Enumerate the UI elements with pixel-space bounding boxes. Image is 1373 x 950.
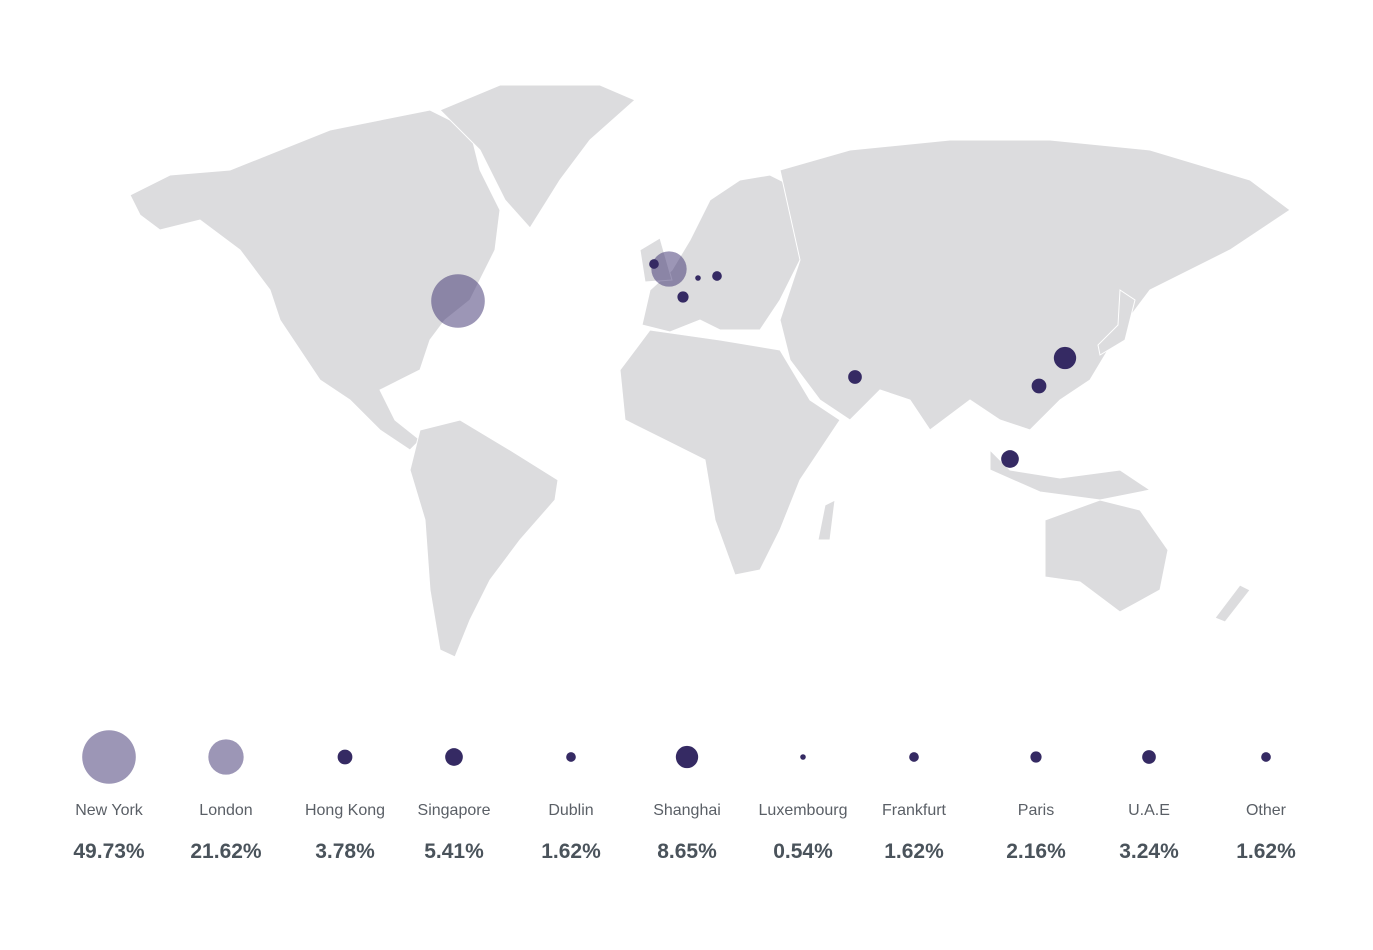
map-bubble-paris xyxy=(677,291,689,303)
legend-label-paris: Paris xyxy=(1017,802,1055,819)
map-bubble-frankfurt xyxy=(712,271,722,281)
legend-label-u-a-e: U.A.E xyxy=(1128,802,1170,819)
map-bubble-dublin xyxy=(649,259,659,269)
legend-bubble-hong-kong xyxy=(337,749,353,765)
legend-value-singapore: 5.41% xyxy=(424,840,484,863)
legend-value-frankfurt: 1.62% xyxy=(884,840,944,863)
legend-bubble-luxembourg xyxy=(800,754,806,760)
legend-bubble-singapore xyxy=(445,748,463,766)
legend-label-dublin: Dublin xyxy=(548,802,594,819)
new-zealand xyxy=(1214,584,1251,623)
legend-value-luxembourg: 0.54% xyxy=(773,840,833,863)
legend-bubble-other xyxy=(1261,752,1271,762)
legend-label-hong-kong: Hong Kong xyxy=(304,802,386,819)
australia xyxy=(1044,499,1169,613)
map-bubble-shanghai xyxy=(1053,346,1077,370)
legend-value-other: 1.62% xyxy=(1236,840,1296,863)
legend-label-singapore: Singapore xyxy=(417,802,491,819)
africa xyxy=(619,329,841,576)
legend-label-other: Other xyxy=(1245,802,1286,819)
south-america xyxy=(409,419,559,658)
legend-value-dublin: 1.62% xyxy=(541,840,601,863)
legend-value-u-a-e: 3.24% xyxy=(1119,840,1179,863)
legend-bubble-shanghai xyxy=(675,745,699,769)
legend-label-shanghai: Shanghai xyxy=(653,802,721,819)
legend-bubble-paris xyxy=(1030,751,1042,763)
greenland xyxy=(439,84,636,229)
map-bubble-new-york xyxy=(431,274,485,328)
north-america xyxy=(129,109,501,451)
legend-label-london: London xyxy=(199,802,253,819)
asia xyxy=(779,139,1291,431)
legend-value-shanghai: 8.65% xyxy=(657,840,717,863)
japan xyxy=(1097,289,1136,356)
legend-value-hong-kong: 3.78% xyxy=(315,840,375,863)
madagascar xyxy=(817,499,836,541)
legend-label-frankfurt: Frankfurt xyxy=(881,802,946,819)
map-bubble-luxembourg xyxy=(695,275,701,281)
indonesia xyxy=(989,448,1152,501)
map-bubble-singapore xyxy=(1001,450,1019,468)
map-bubble-hong-kong xyxy=(1031,378,1047,394)
legend-bubble-frankfurt xyxy=(909,752,919,762)
legend-bubble-dublin xyxy=(566,752,576,762)
legend-bubble-london xyxy=(208,739,244,775)
legend-label-luxembourg: Luxembourg xyxy=(758,802,848,819)
legend-bubble-new-york xyxy=(82,730,136,784)
map-bubble-u-a-e xyxy=(848,370,862,384)
legend-value-paris: 2.16% xyxy=(1006,840,1066,863)
legend-label-new-york: New York xyxy=(75,802,143,819)
legend-bubble-u-a-e xyxy=(1142,750,1156,764)
legend-value-london: 21.62% xyxy=(190,840,262,863)
map-bubble-london xyxy=(651,251,687,287)
legend-value-new-york: 49.73% xyxy=(73,840,145,863)
